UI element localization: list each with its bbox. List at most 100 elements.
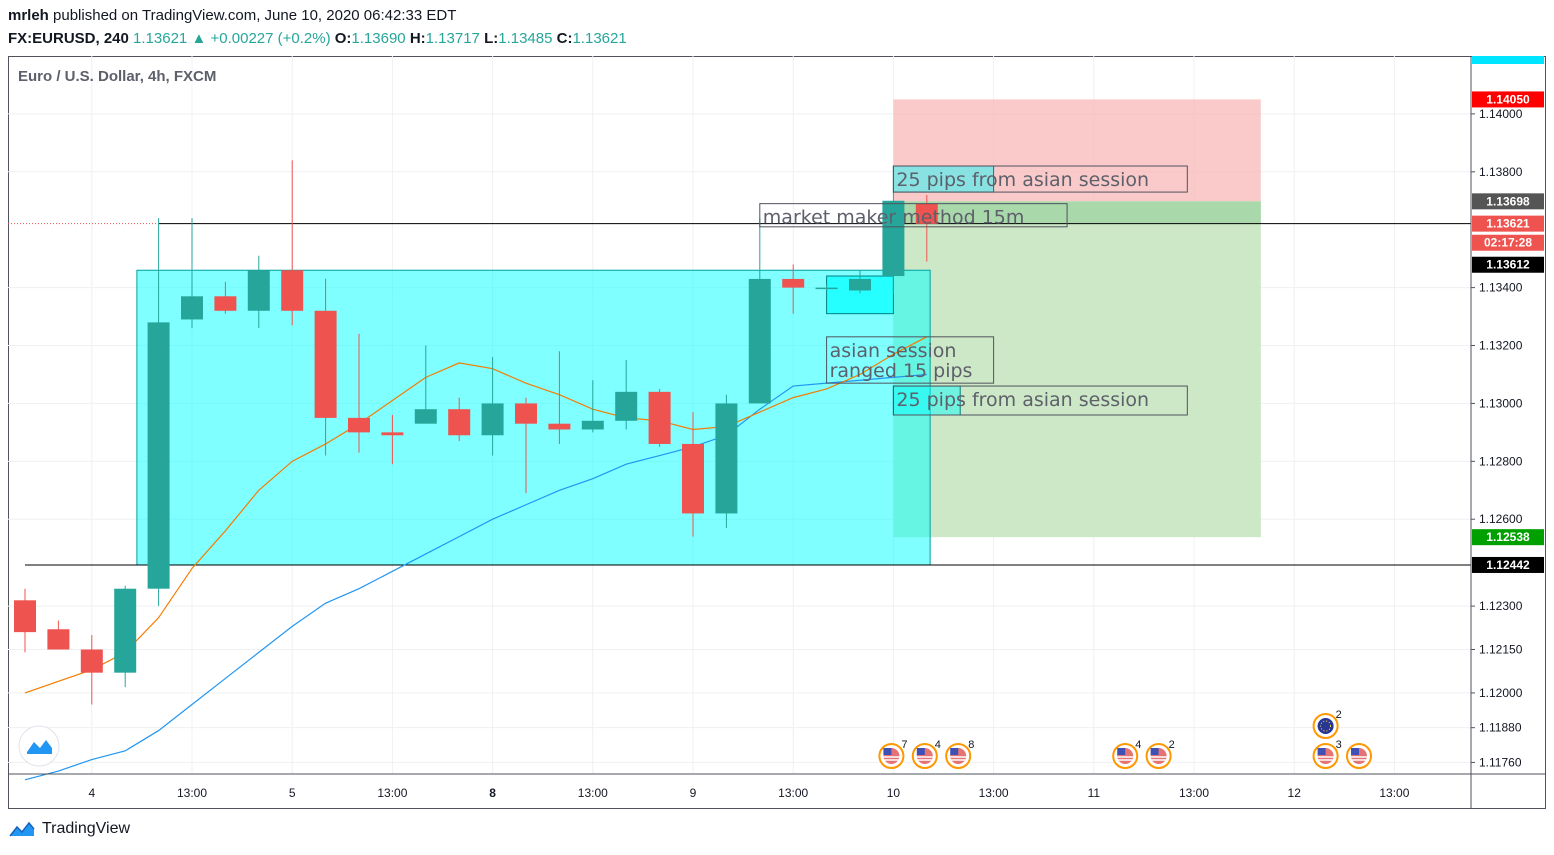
price-label: 1.12442 (1486, 558, 1530, 572)
author-name[interactable]: mrleh (8, 7, 49, 24)
published-text: published on TradingView.com, June 10, 2… (53, 7, 457, 24)
candle-body[interactable] (715, 403, 738, 514)
price-label: 1.14050 (1486, 92, 1530, 106)
top-price-label-stub (1472, 56, 1544, 64)
publish-info: mrleh published on TradingView.com, June… (8, 7, 456, 24)
us-flag-canton (1150, 748, 1159, 755)
candle-body[interactable] (815, 287, 838, 290)
footer: TradingView (8, 820, 130, 838)
candle-body[interactable] (47, 629, 70, 650)
candle-body[interactable] (381, 432, 404, 436)
event-count: 3 (1336, 739, 1342, 751)
note-box[interactable] (892, 165, 1188, 193)
ema-slow-line (24, 373, 927, 781)
price-label-bg (1472, 91, 1544, 108)
candle-body[interactable] (882, 200, 905, 277)
tradingview-logo-icon[interactable] (8, 820, 36, 838)
event-count: 4 (1135, 739, 1141, 751)
time-tick-label: 8 (489, 786, 496, 800)
candle-body[interactable] (915, 203, 938, 224)
chart-widget-button[interactable] (18, 725, 60, 767)
close-label: C: (556, 30, 573, 47)
us-flag-canton (1117, 748, 1126, 755)
take-profit-zone (893, 201, 1261, 538)
note-box[interactable] (892, 385, 1188, 416)
close-value: 1.13621 (572, 30, 627, 47)
candle-body[interactable] (581, 420, 604, 430)
candle-body[interactable] (748, 278, 771, 404)
event-count: 4 (935, 739, 941, 751)
note-box[interactable] (759, 203, 1068, 228)
candle-body[interactable] (80, 649, 103, 673)
event-count: 2 (1336, 709, 1342, 721)
time-tick-label: 5 (289, 786, 296, 800)
footer-brand[interactable]: TradingView (42, 820, 131, 837)
price-chart[interactable]: 25 pips from asian session market maker m… (8, 56, 1546, 809)
price-label-bg (1472, 556, 1544, 573)
time-tick-label: 9 (690, 786, 697, 800)
time-tick-label: 13:00 (578, 786, 608, 800)
change-arrow-icon: ▲ (191, 30, 207, 47)
candle-body[interactable] (348, 417, 370, 433)
price-label-bg (1472, 529, 1544, 546)
event-count: 8 (968, 739, 974, 751)
candle-body[interactable] (247, 270, 270, 311)
price-label-bg (1472, 234, 1544, 251)
candle-body[interactable] (481, 403, 504, 436)
entry-band (893, 201, 1261, 224)
candle-body[interactable] (14, 600, 36, 633)
time-tick-label: 10 (887, 786, 901, 800)
time-tick-label: 13:00 (1379, 786, 1409, 800)
high-value: 1.13717 (425, 30, 480, 47)
symbol-interval: FX:EURUSD, 240 (8, 30, 129, 47)
candle-body[interactable] (114, 588, 137, 673)
price-tick-label: 1.13400 (1479, 281, 1523, 295)
price-label: 1.13612 (1486, 258, 1530, 272)
note-text: 25 pips from asian session (896, 389, 1149, 411)
price-tick-label: 1.12150 (1479, 643, 1523, 657)
us-flag-canton (950, 748, 959, 755)
high-label: H: (409, 30, 426, 47)
time-tick-label: 4 (88, 786, 95, 800)
event-count: 7 (901, 739, 907, 751)
last-price: 1.13621 (133, 30, 188, 47)
us-flag-canton (916, 748, 925, 755)
candle-body[interactable] (214, 296, 237, 311)
candle-body[interactable] (414, 409, 437, 424)
open-value: 1.13690 (351, 30, 406, 47)
candle-body[interactable] (281, 270, 304, 311)
price-tick-label: 1.13000 (1479, 396, 1523, 410)
eu-flag-stars (1320, 720, 1332, 732)
time-tick-label: 13:00 (778, 786, 808, 800)
symbol-info: FX:EURUSD, 240 1.13621 ▲ +0.00227 (+0.2%… (8, 30, 627, 47)
price-tick-label: 1.11760 (1479, 755, 1522, 769)
ema-fast-line (24, 336, 928, 694)
price-change: +0.00227 (+0.2%) (210, 30, 331, 47)
low-label: L: (484, 30, 499, 47)
candle-body[interactable] (615, 391, 638, 421)
candle-body[interactable] (849, 278, 871, 291)
candle-body[interactable] (648, 391, 671, 444)
candle-body[interactable] (448, 409, 471, 436)
price-tick-label: 1.12300 (1479, 599, 1523, 613)
price-tick-label: 1.12800 (1479, 454, 1523, 468)
candle-body[interactable] (314, 310, 337, 418)
candle-body[interactable] (181, 296, 203, 320)
price-label: 1.13621 (1486, 217, 1530, 231)
candle-body[interactable] (548, 423, 571, 430)
time-tick-label: 12 (1288, 786, 1302, 800)
candle-body[interactable] (515, 403, 537, 424)
widget-icon (27, 740, 52, 754)
candle-body[interactable] (782, 278, 805, 288)
stop-loss-zone (893, 99, 1261, 202)
price-label: 02:17:28 (1484, 236, 1532, 250)
candle-body[interactable] (682, 443, 704, 514)
us-flag-canton (1351, 748, 1359, 755)
eu-flag-icon (1317, 718, 1334, 734)
note-text: 25 pips from asian session (896, 169, 1149, 191)
note-text: ranged 15 pips (830, 360, 973, 382)
time-tick-label: 13:00 (177, 786, 207, 800)
candle-body[interactable] (147, 322, 170, 589)
price-label-bg (1472, 256, 1544, 273)
note-box[interactable] (826, 336, 995, 384)
